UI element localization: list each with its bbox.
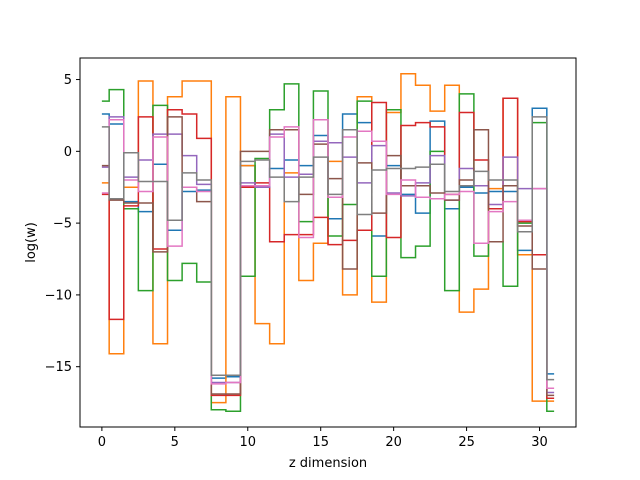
x-tick-label: 20 — [385, 435, 402, 450]
x-tick-label: 15 — [312, 435, 329, 450]
x-axis-label: z dimension — [289, 456, 367, 471]
y-tick-label: 5 — [64, 73, 72, 88]
series-group — [101, 73, 555, 412]
series-line-7 — [101, 118, 555, 389]
y-tick-label: −5 — [53, 217, 72, 232]
x-tick-label: 25 — [458, 435, 475, 450]
x-axis: 0 5 10 15 20 25 30 — [98, 427, 548, 450]
x-tick-label: 30 — [531, 435, 548, 450]
y-tick-label: −15 — [45, 360, 72, 375]
y-axis: 5 0 −5 −10 −15 — [45, 73, 80, 375]
y-axis-label: log(w) — [24, 222, 39, 263]
x-tick-label: 5 — [171, 435, 179, 450]
series-line-8 — [101, 116, 555, 381]
x-tick-label: 10 — [239, 435, 256, 450]
series-line-4 — [101, 97, 555, 400]
x-tick-label: 0 — [98, 435, 106, 450]
y-tick-label: 0 — [64, 145, 72, 160]
y-tick-label: −10 — [45, 288, 72, 303]
plot-frame — [79, 57, 577, 428]
